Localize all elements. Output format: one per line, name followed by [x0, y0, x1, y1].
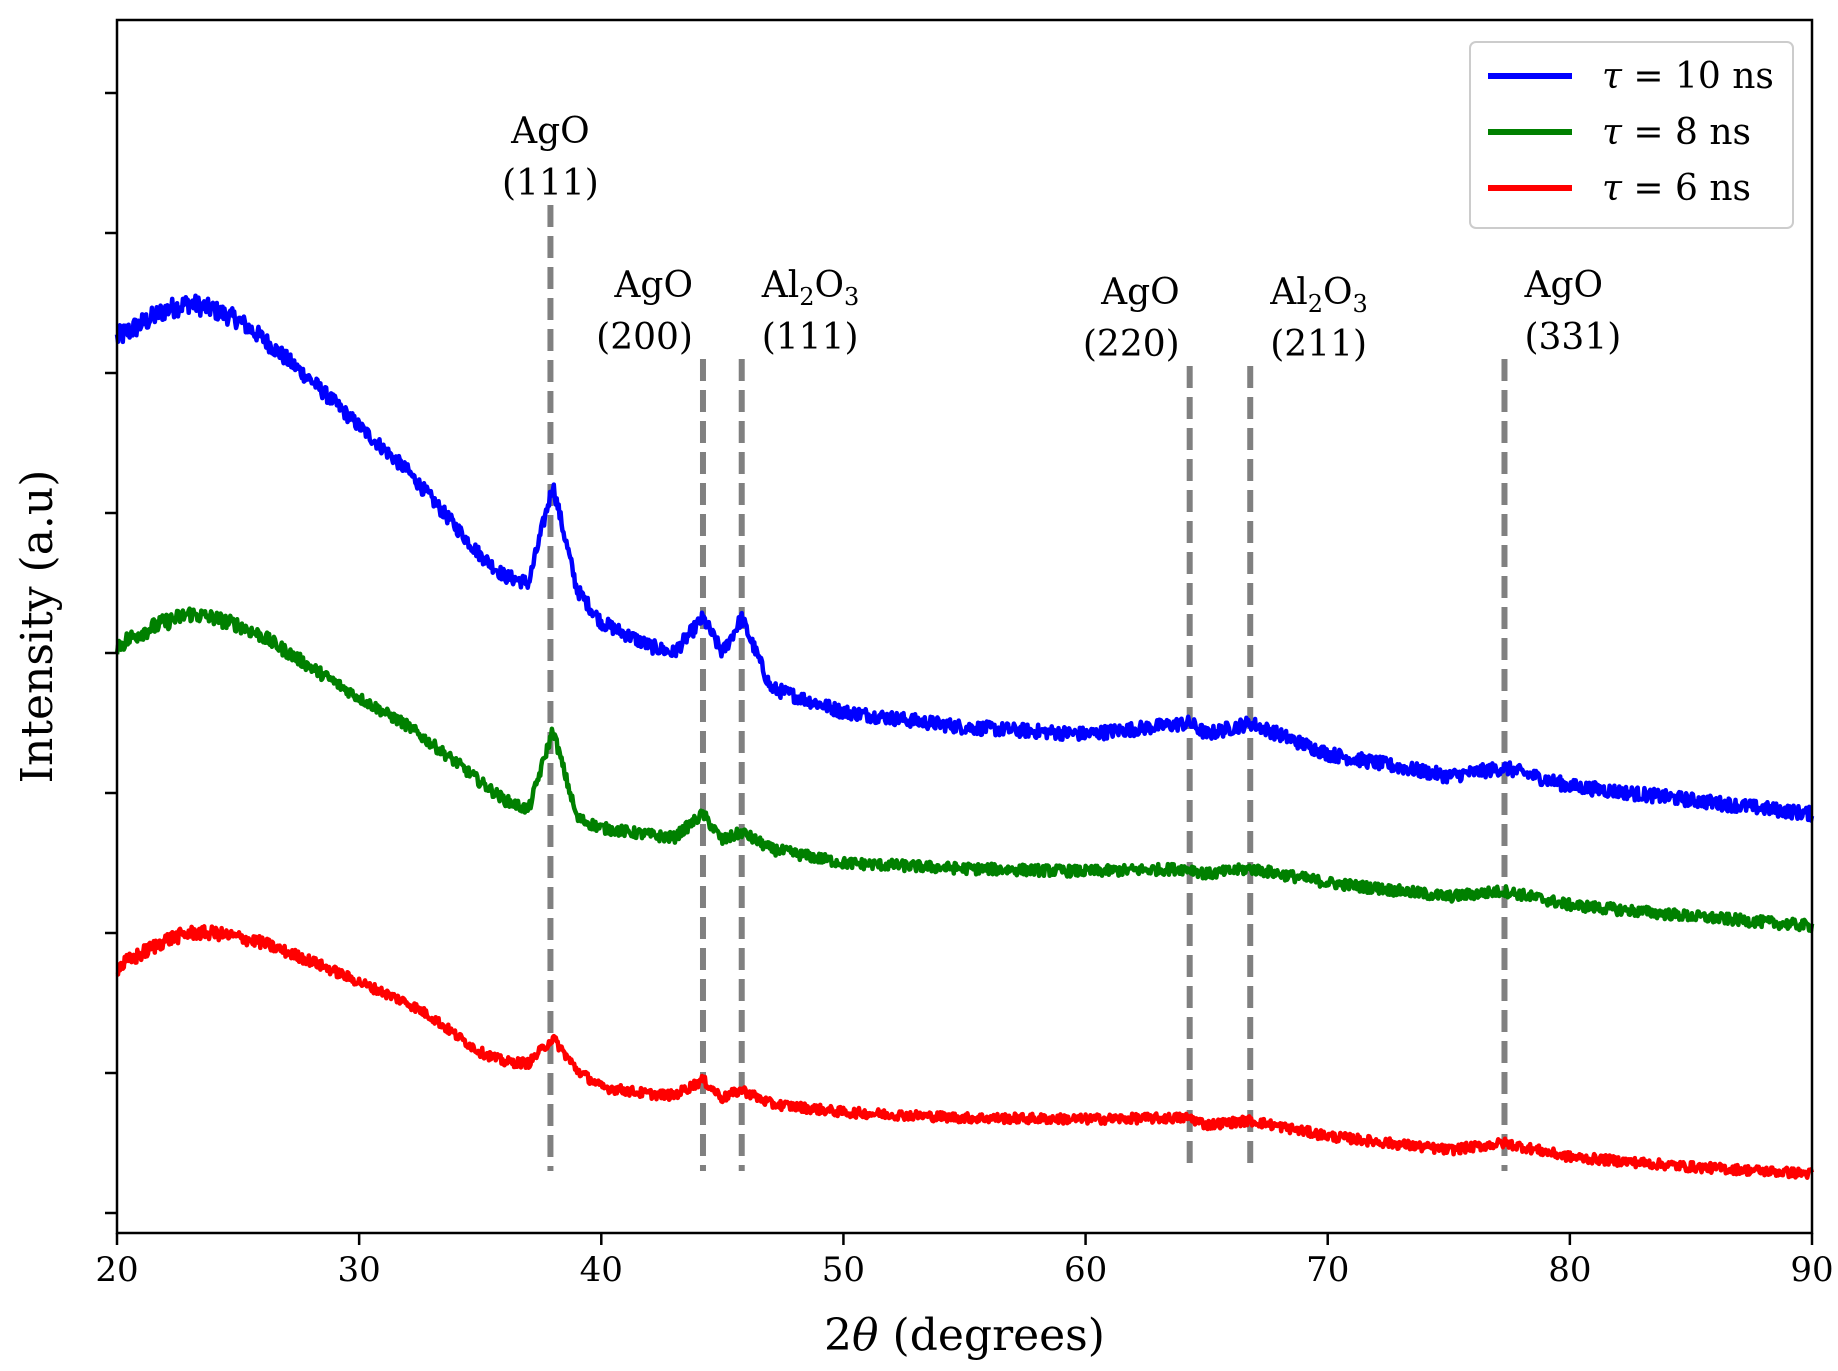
peak-hkl-label: (111): [762, 317, 859, 358]
data-series: [114, 293, 1815, 1180]
x-tick-label: 80: [1548, 1250, 1591, 1290]
peak-annotations: AgO (111) AgO (200) Al2O3 (111) AgO (220) Al2O3 (…: [502, 111, 1621, 365]
x-ticks: 20 30 40 50 60 70 80 90: [95, 1233, 1834, 1290]
peak-hkl-label: (220): [1083, 324, 1180, 365]
peak-compound-label: AgO: [1100, 272, 1180, 313]
x-tick-label: 60: [1064, 1250, 1107, 1290]
x-tick-label: 30: [338, 1250, 381, 1290]
x-tick-label: 20: [95, 1250, 138, 1290]
peak-compound-label: AgO: [510, 111, 590, 152]
series-line: [115, 924, 1815, 1180]
peak-compound-label: AgO: [1523, 265, 1603, 306]
peak-hkl-label: (331): [1524, 317, 1621, 358]
x-tick-label: 50: [822, 1250, 865, 1290]
axes: [115, 18, 1814, 1235]
legend-label: τ = 10 ns: [1602, 56, 1774, 97]
legend-label: τ = 8 ns: [1602, 112, 1751, 153]
legend-box: [1469, 41, 1794, 229]
peak-hkl-label: (200): [596, 317, 693, 358]
x-tick-label: 90: [1790, 1250, 1833, 1290]
plot-frame: [115, 18, 1814, 1235]
legend-label: τ = 6 ns: [1602, 168, 1751, 209]
legend: τ = 10 ns τ = 8 ns τ = 6 ns: [1469, 41, 1794, 229]
y-ticks: [105, 91, 117, 1215]
y-axis-title: Intensity (a.u): [12, 470, 63, 784]
peak-hkl-label: (211): [1270, 324, 1367, 365]
series-line: [114, 606, 1815, 934]
x-tick-label: 40: [580, 1250, 623, 1290]
peak-compound-label: Al2O3: [761, 265, 860, 311]
peak-compound-label: AgO: [613, 265, 693, 306]
peak-compound-label: Al2O3: [1269, 272, 1368, 318]
x-axis-title: 2θ (degrees): [824, 1310, 1105, 1361]
x-tick-label: 70: [1306, 1250, 1349, 1290]
series-line: [114, 293, 1815, 823]
peak-hkl-label: (111): [502, 163, 599, 204]
